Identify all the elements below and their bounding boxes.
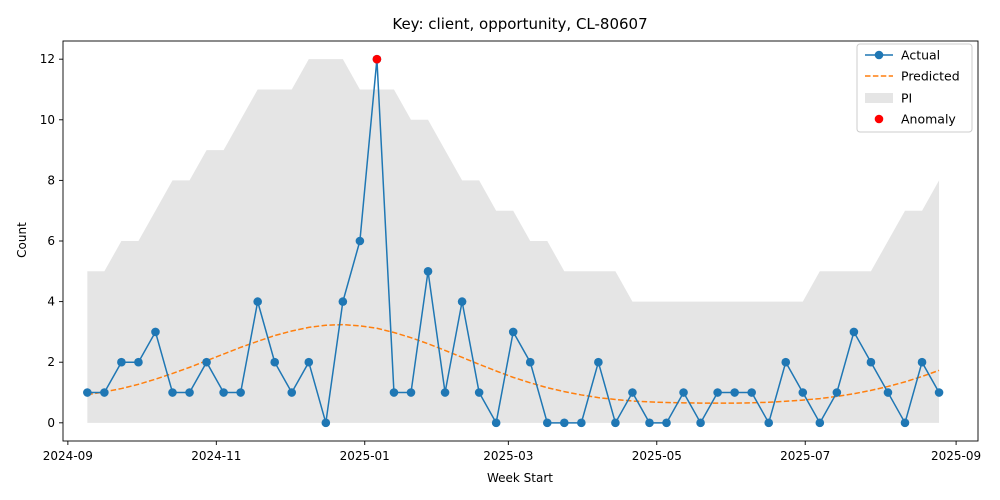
x-axis-label: Week Start	[487, 471, 553, 485]
legend-label: Predicted	[901, 69, 960, 84]
actual-point	[491, 418, 501, 428]
actual-point	[713, 388, 722, 397]
legend-label: PI	[901, 91, 912, 106]
actual-point	[594, 357, 603, 367]
actual-point	[338, 297, 348, 306]
actual-point	[883, 388, 893, 397]
actual-point	[253, 297, 262, 306]
actual-point	[474, 388, 484, 397]
prediction-interval-band	[87, 59, 940, 423]
actual-point	[100, 388, 109, 397]
actual-point	[696, 418, 705, 428]
actual-point	[406, 388, 416, 397]
actual-point	[168, 388, 177, 397]
actual-point	[934, 388, 944, 397]
actual-point	[764, 418, 774, 428]
actual-point	[457, 297, 467, 306]
actual-point	[355, 236, 365, 246]
x-tick-label: 2025-09	[931, 449, 981, 463]
actual-point	[423, 267, 433, 276]
x-tick-label: 2025-05	[632, 449, 682, 463]
x-tick-label: 2024-11	[191, 449, 241, 463]
legend-label: Anomaly	[901, 112, 956, 127]
x-tick-label: 2025-01	[340, 449, 390, 463]
y-tick-label: 0	[47, 416, 55, 430]
actual-point	[611, 418, 620, 428]
legend: Actual Predicted PI Anomaly	[856, 43, 973, 133]
actual-point	[866, 357, 876, 367]
actual-point	[440, 388, 450, 397]
actual-point	[287, 388, 297, 397]
y-tick-label: 2	[47, 355, 55, 369]
actual-point	[542, 418, 552, 428]
actual-point	[798, 388, 808, 397]
actual-point	[185, 388, 194, 397]
actual-point	[917, 357, 927, 367]
plot-area	[83, 54, 944, 428]
y-tick-label: 4	[47, 295, 55, 309]
actual-point	[849, 327, 859, 337]
y-tick-label: 6	[47, 234, 55, 248]
actual-point	[389, 388, 399, 397]
actual-point	[747, 388, 756, 397]
actual-point	[83, 388, 92, 397]
x-tick-label: 2025-03	[483, 449, 533, 463]
actual-point	[270, 357, 280, 367]
actual-point	[321, 418, 331, 428]
actual-point	[151, 327, 160, 337]
y-tick-label: 8	[47, 173, 55, 187]
actual-point	[900, 418, 910, 428]
legend-box	[856, 43, 973, 133]
anomaly-point	[372, 54, 382, 64]
actual-point	[219, 388, 228, 397]
actual-point	[304, 357, 314, 367]
y-axis-label: Count	[15, 222, 29, 258]
actual-point	[832, 388, 842, 397]
actual-point	[730, 388, 739, 397]
actual-point	[781, 357, 791, 367]
actual-point	[236, 388, 245, 397]
actual-point	[662, 418, 671, 428]
actual-point	[508, 327, 518, 337]
actual-point	[525, 357, 535, 367]
actual-point	[577, 418, 586, 428]
x-tick-label: 2024-09	[43, 449, 93, 463]
axes: 0 2 4 6 8 10 12 2024-09 2024-11 2025-01 2025-03 202…	[40, 40, 981, 463]
actual-point	[202, 357, 211, 367]
actual-point	[628, 388, 637, 397]
actual-point	[815, 418, 825, 428]
actual-point	[645, 418, 654, 428]
y-tick-label: 10	[40, 113, 55, 127]
actual-point	[560, 418, 569, 428]
y-tick-label: 12	[40, 52, 55, 66]
predicted-line	[87, 323, 940, 404]
actual-point	[134, 357, 143, 367]
legend-label: Actual	[901, 48, 940, 63]
actual-point	[679, 388, 688, 397]
legend-pi-swatch	[865, 93, 893, 103]
x-tick-label: 2025-07	[780, 449, 830, 463]
legend-anomaly-marker	[874, 114, 884, 124]
actual-point	[117, 357, 126, 367]
legend-actual-marker	[874, 50, 884, 60]
chart-title: Key: client, opportunity, CL-80607	[392, 15, 647, 33]
